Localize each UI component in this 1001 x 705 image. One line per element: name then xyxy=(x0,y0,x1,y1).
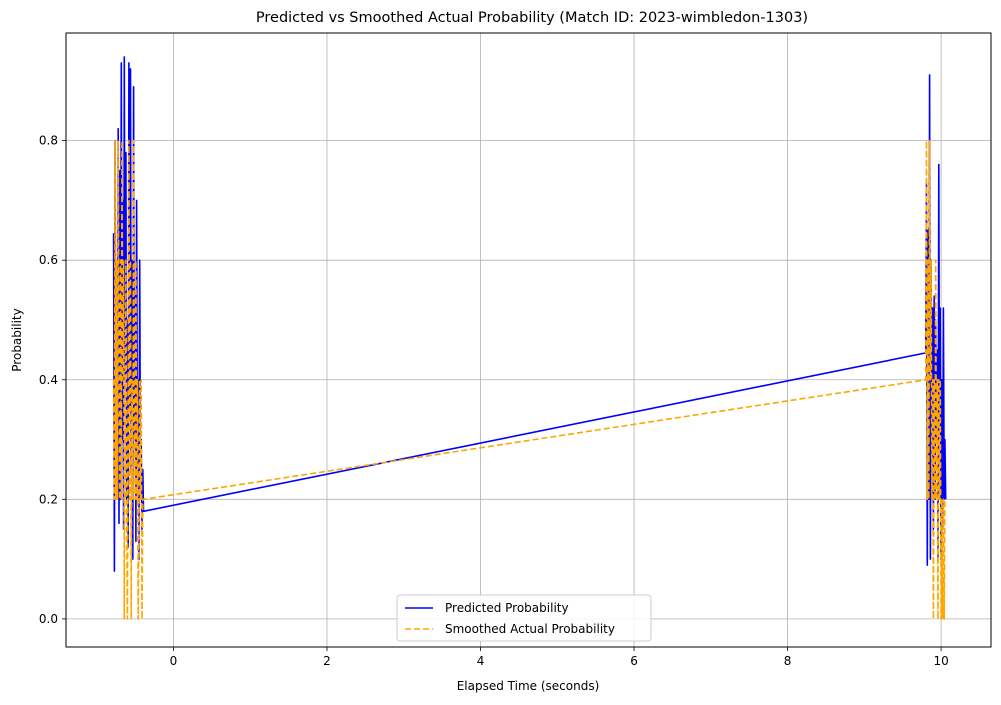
legend-box xyxy=(396,594,652,642)
x-tick-label: 10 xyxy=(933,654,948,668)
legend: Predicted Probability Smoothed Actual Pro… xyxy=(396,594,652,642)
x-tick-label: 6 xyxy=(630,654,638,668)
y-tick-label: 0.4 xyxy=(39,373,58,387)
chart-title: Predicted vs Smoothed Actual Probability… xyxy=(256,10,808,26)
x-tick-label: 8 xyxy=(784,654,792,668)
y-axis-ticks: 0.0 0.2 0.4 0.6 0.8 xyxy=(39,134,66,626)
x-tick-label: 0 xyxy=(170,654,178,668)
y-tick-label: 0.6 xyxy=(39,253,58,267)
x-axis-ticks: 0 2 4 6 8 10 xyxy=(170,647,949,668)
legend-label: Predicted Probability xyxy=(445,601,569,615)
y-axis-label: Probability xyxy=(10,308,24,371)
x-axis-label: Elapsed Time (seconds) xyxy=(457,679,600,693)
y-tick-label: 0.2 xyxy=(39,492,58,506)
series-layer xyxy=(112,56,947,620)
legend-label: Smoothed Actual Probability xyxy=(445,622,615,636)
x-tick-label: 2 xyxy=(323,654,331,668)
y-tick-label: 0.8 xyxy=(39,134,58,148)
plot-frame xyxy=(65,32,992,648)
smoothed-actual-probability-line xyxy=(112,139,946,620)
x-tick-label: 4 xyxy=(477,654,485,668)
y-tick-label: 0.0 xyxy=(39,612,58,626)
grid-lines xyxy=(66,33,991,647)
predicted-probability-line xyxy=(112,56,947,572)
